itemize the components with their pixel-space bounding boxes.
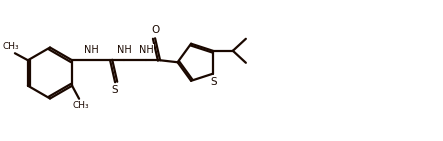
Text: NH: NH xyxy=(139,45,153,55)
Text: NH: NH xyxy=(84,45,98,55)
Text: O: O xyxy=(151,25,159,35)
Text: CH₃: CH₃ xyxy=(3,42,19,51)
Text: CH₃: CH₃ xyxy=(73,101,89,110)
Text: S: S xyxy=(112,85,118,95)
Text: S: S xyxy=(210,77,217,87)
Text: NH: NH xyxy=(117,45,132,55)
